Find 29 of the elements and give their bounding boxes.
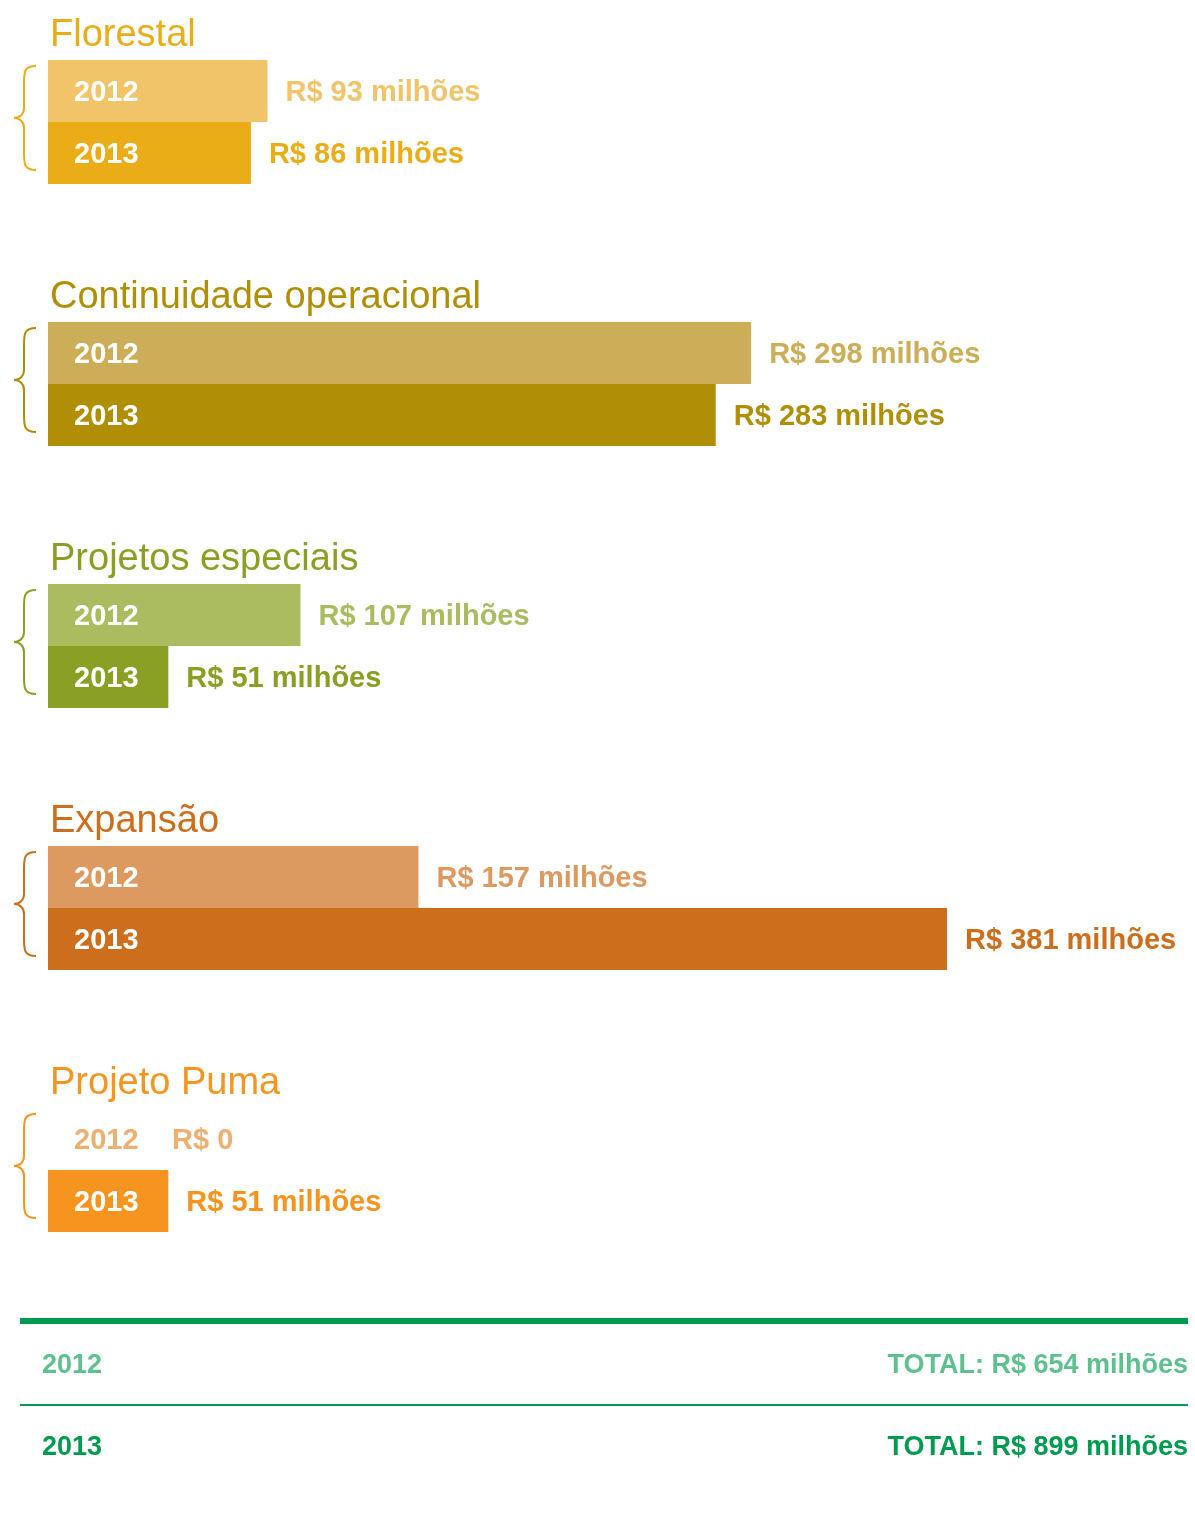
data-label: R$ 51 milhões: [186, 661, 382, 694]
data-label: R$ 93 milhões: [285, 75, 481, 108]
chart-title: Projetos especiais: [50, 535, 360, 580]
data-label: R$ 51 milhões: [186, 1185, 382, 1218]
data-label: R$ 0: [172, 1123, 234, 1156]
data-label: R$ 107 milhões: [318, 599, 530, 632]
data-label: R$ 381 milhões: [965, 923, 1177, 956]
y-tick-label: 2012: [74, 599, 139, 632]
data-label: R$ 157 milhões: [436, 861, 648, 894]
data-label: R$ 86 milhões: [268, 137, 464, 170]
y-tick-label: 2013: [74, 661, 139, 694]
y-tick-label: 2013: [74, 137, 139, 170]
chart-title: Projeto Puma: [50, 1059, 282, 1104]
text: 2013: [42, 1430, 103, 1462]
y-tick-label: 2013: [74, 923, 139, 956]
y-tick-label: 2012: [74, 75, 139, 108]
chart-title: Continuidade operacional: [50, 273, 482, 318]
text: TOTAL: R$ 899 milhões: [887, 1430, 1188, 1462]
y-tick-label: 2013: [74, 399, 139, 432]
chart-title: Florestal: [50, 11, 197, 56]
y-tick-label: 2012: [74, 861, 139, 894]
y-tick-label: 2012: [74, 1123, 139, 1156]
text: TOTAL: R$ 654 milhões: [887, 1348, 1188, 1380]
y-tick-label: 2013: [74, 1185, 139, 1218]
y-tick-label: 2012: [74, 337, 139, 370]
data-label: R$ 283 milhões: [733, 399, 945, 432]
data-label: R$ 298 milhões: [769, 337, 981, 370]
chart-title: Expansão: [50, 797, 220, 842]
text: 2012: [42, 1348, 103, 1380]
